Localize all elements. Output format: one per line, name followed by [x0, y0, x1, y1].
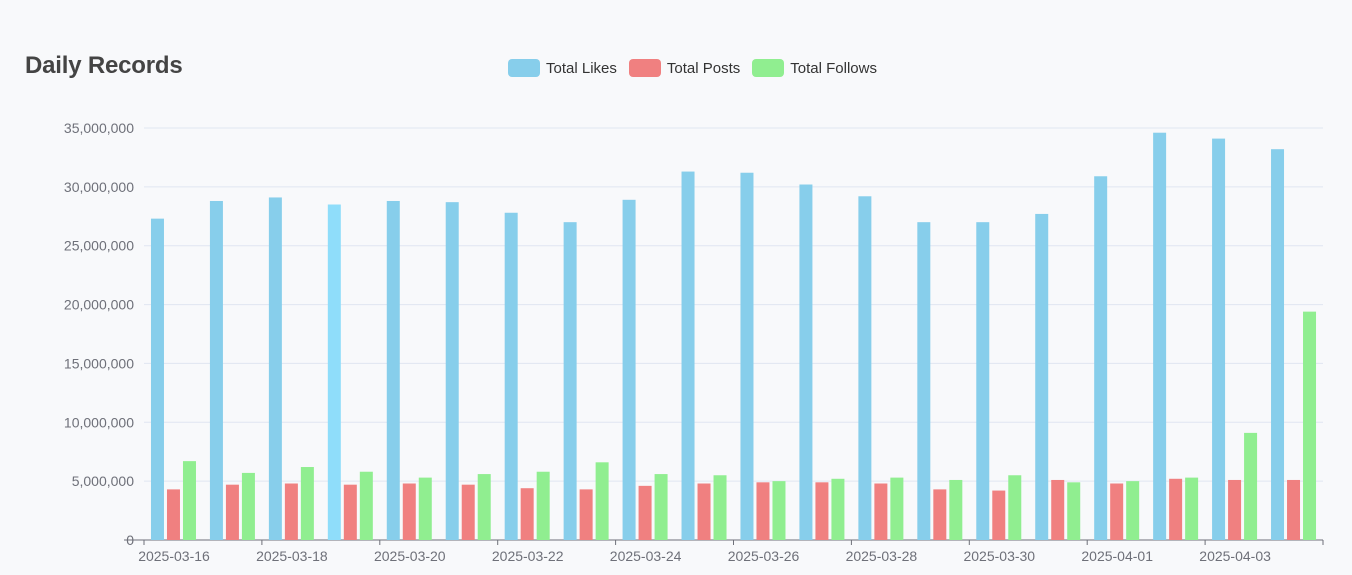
- bar-total-follows: [359, 471, 373, 540]
- bar-total-follows: [890, 477, 904, 540]
- x-tick-label: 2025-03-22: [492, 548, 564, 564]
- bar-total-likes: [681, 171, 695, 540]
- legend-item-total-likes[interactable]: Total Likes: [508, 59, 617, 77]
- x-tick-label: 2025-04-01: [1081, 548, 1153, 564]
- bar-total-likes: [445, 202, 459, 540]
- bar-total-likes: [504, 212, 518, 541]
- bar-total-follows: [241, 472, 255, 540]
- y-tick-label: 10,000,000: [64, 414, 134, 430]
- y-tick-label: 25,000,000: [64, 238, 134, 254]
- legend-swatch-total-likes: [508, 59, 540, 77]
- bar-total-follows: [654, 474, 668, 540]
- bar-total-likes: [1212, 138, 1226, 540]
- x-tick-label: 2025-03-28: [846, 548, 918, 564]
- legend-swatch-total-follows: [752, 59, 785, 77]
- bar-total-follows: [831, 478, 845, 540]
- bar-total-posts: [225, 484, 239, 540]
- legend-label-total-follows: Total Follows: [790, 59, 877, 77]
- bar-total-likes: [1035, 213, 1049, 540]
- y-tick-label: 30,000,000: [64, 179, 134, 195]
- bar-total-posts: [815, 482, 829, 540]
- bar-total-likes: [1271, 149, 1285, 540]
- bar-total-posts: [933, 489, 947, 540]
- bar-total-likes: [799, 184, 813, 540]
- x-tick-label: 2025-04-03: [1199, 548, 1271, 564]
- bar-total-likes: [740, 172, 754, 540]
- bar-total-posts: [1169, 478, 1183, 540]
- x-tick-label: 2025-03-24: [610, 548, 682, 564]
- bar-total-posts: [1051, 479, 1065, 540]
- x-tick-label: 2025-03-30: [963, 548, 1035, 564]
- chart-legend: Total Likes Total Posts Total Follows: [508, 58, 877, 78]
- y-tick-label: 5,000,000: [72, 473, 134, 489]
- bar-total-follows: [418, 477, 432, 540]
- bar-total-posts: [992, 490, 1006, 540]
- y-tick-label: 20,000,000: [64, 297, 134, 313]
- bar-total-posts: [874, 483, 888, 540]
- bar-total-follows: [949, 479, 963, 540]
- bar-total-posts: [579, 489, 593, 540]
- bar-total-follows: [1244, 432, 1258, 540]
- y-tick-label: 35,000,000: [64, 120, 134, 136]
- bar-total-follows: [772, 481, 786, 540]
- bar-total-follows: [1185, 477, 1199, 540]
- legend-label-total-likes: Total Likes: [546, 59, 617, 77]
- x-tick-label: 2025-03-18: [256, 548, 328, 564]
- bar-total-likes: [209, 200, 223, 541]
- bar-total-follows: [595, 462, 609, 540]
- legend-item-total-follows[interactable]: Total Follows: [752, 59, 877, 77]
- bar-total-likes: [917, 222, 931, 540]
- bar-total-posts: [343, 484, 357, 540]
- chart-title: Daily Records: [25, 52, 183, 79]
- bar-total-follows: [713, 475, 727, 540]
- bar-total-follows: [182, 461, 196, 540]
- bar-total-likes: [1153, 132, 1167, 541]
- bar-total-posts: [1228, 479, 1242, 540]
- bar-total-likes: [268, 197, 282, 541]
- legend-item-total-posts[interactable]: Total Posts: [628, 59, 741, 77]
- legend-label-total-posts: Total Posts: [666, 59, 741, 77]
- x-tick-label: 2025-03-16: [138, 548, 210, 564]
- bar-total-posts: [1110, 483, 1124, 540]
- bar-total-likes: [386, 200, 400, 541]
- bar-total-follows: [1126, 481, 1140, 540]
- bar-total-follows: [1008, 475, 1022, 540]
- bar-total-follows: [477, 474, 491, 540]
- bar-total-posts: [697, 483, 711, 540]
- bar-total-posts: [284, 483, 298, 540]
- y-tick-label: 15,000,000: [64, 355, 134, 371]
- bar-total-follows: [536, 471, 550, 540]
- x-tick-label: 2025-03-26: [728, 548, 800, 564]
- bar-total-follows: [1303, 311, 1317, 540]
- bar-total-follows: [300, 467, 314, 540]
- legend-swatch-total-posts: [628, 59, 661, 77]
- bar-total-likes: [976, 222, 990, 540]
- bar-total-posts: [461, 484, 475, 540]
- bar-total-posts: [1287, 479, 1301, 540]
- bar-total-posts: [756, 482, 770, 540]
- bar-total-likes: [622, 199, 636, 540]
- bar-total-posts: [402, 483, 416, 540]
- x-tick-label: 2025-03-20: [374, 548, 446, 564]
- bar-total-likes: [1094, 176, 1108, 540]
- bar-total-posts: [520, 488, 534, 540]
- bar-total-likes: [150, 218, 164, 540]
- bar-total-posts: [166, 489, 180, 540]
- bar-total-follows: [1067, 482, 1081, 540]
- bar-total-likes: [327, 204, 341, 540]
- bar-total-likes: [563, 222, 577, 540]
- bar-total-likes: [858, 196, 872, 540]
- bar-total-posts: [638, 485, 652, 540]
